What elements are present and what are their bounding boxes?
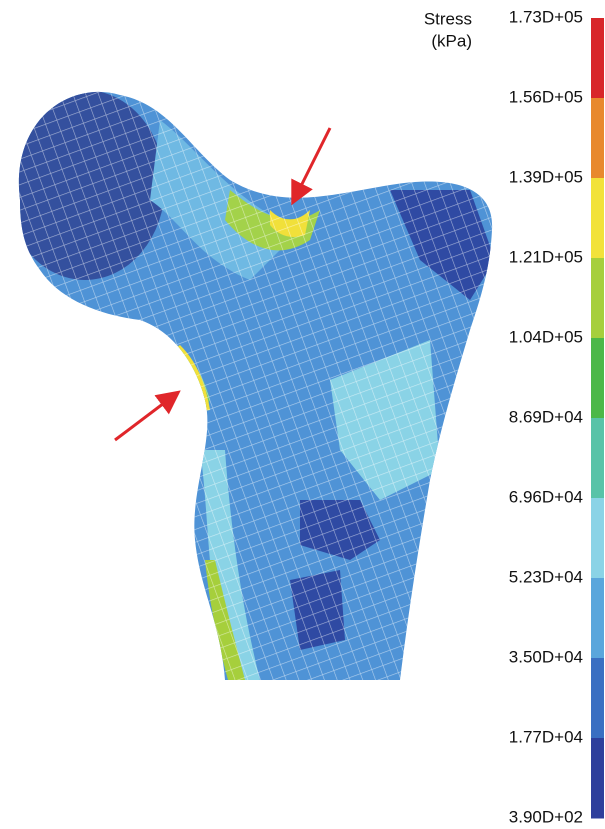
legend-label: 3.50D+04 (509, 647, 583, 666)
color-bar-segment (591, 578, 604, 659)
stress-figure: Stress (kPa) 1.73D+05 1.56D+05 1.39D+05 1.2… (0, 0, 605, 829)
legend-label: 1.77D+04 (509, 727, 583, 746)
figure: Stress (kPa) 1.73D+05 1.56D+05 1.39D+05 1.2… (0, 0, 605, 829)
legend-label: 5.23D+04 (509, 567, 583, 586)
color-bar-segment (591, 258, 604, 339)
arrow (294, 128, 330, 200)
legend-label: 8.69D+04 (509, 407, 583, 426)
color-bar-segment (591, 418, 604, 499)
color-bar-segment (591, 98, 604, 179)
color-bar-segment (591, 18, 604, 99)
arrow (115, 394, 176, 440)
color-bar-segment (591, 178, 604, 259)
color-bar-segment (591, 338, 604, 419)
legend-unit: (kPa) (431, 31, 472, 50)
legend-label: 1.73D+05 (509, 7, 583, 26)
color-bar-segment (591, 658, 604, 739)
color-bar-segment (591, 498, 604, 579)
legend-label: 3.90D+02 (509, 807, 583, 826)
legend-label: 1.56D+05 (509, 87, 583, 106)
legend-label: 1.04D+05 (509, 327, 583, 346)
legend-label: 1.39D+05 (509, 167, 583, 186)
color-bar-segment (591, 738, 604, 819)
legend-label: 6.96D+04 (509, 487, 583, 506)
legend-title: Stress (424, 9, 472, 28)
legend-label: 1.21D+05 (509, 247, 583, 266)
femur-model (0, 60, 500, 700)
